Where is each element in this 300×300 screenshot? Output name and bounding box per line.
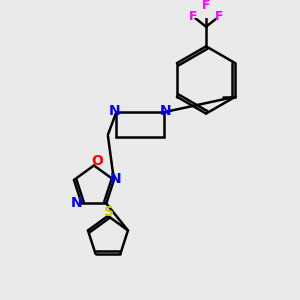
Text: S: S [104, 205, 114, 219]
Text: N: N [160, 104, 171, 118]
Text: N: N [109, 104, 121, 118]
Text: N: N [110, 172, 121, 186]
Text: O: O [91, 154, 103, 168]
Text: F: F [189, 11, 198, 23]
Text: N: N [71, 196, 82, 211]
Text: F: F [202, 0, 210, 12]
Text: F: F [214, 11, 223, 23]
